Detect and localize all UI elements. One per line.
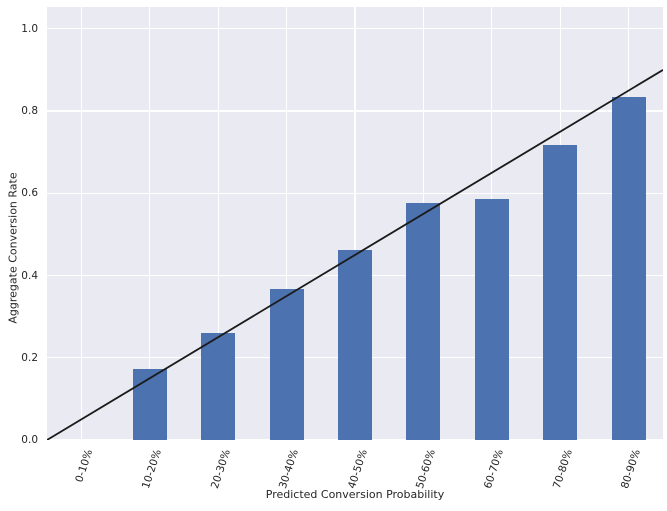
y-tick-label: 1.0 (21, 22, 38, 35)
x-tick-label: 30-40% (277, 448, 301, 491)
x-tick-label: 0-10% (73, 448, 96, 484)
plot-area (47, 7, 663, 440)
bar-20-30% (201, 333, 236, 440)
bar-80-90% (611, 97, 646, 440)
y-tick-label: 0.8 (21, 105, 38, 118)
y-tick-label: 0.2 (21, 351, 38, 364)
x-tick-label: 20-30% (208, 448, 233, 491)
x-tick-label: 80-90% (619, 448, 644, 491)
bar-70-80% (543, 145, 578, 440)
x-tick-label: 70-80% (550, 448, 575, 491)
bar-40-50% (338, 249, 372, 440)
bar-60-70% (474, 199, 509, 440)
x-tick-label: 60-70% (482, 448, 507, 491)
x-tick-label: 10-20% (140, 448, 165, 491)
gridline-vertical (80, 7, 82, 440)
bar-30-40% (269, 289, 304, 440)
x-axis-label: Predicted Conversion Probability (265, 488, 445, 501)
y-tick-label: 0.6 (21, 187, 38, 200)
y-tick-label: 0.0 (21, 434, 38, 446)
y-axis-label: Aggregate Conversion Rate (6, 172, 20, 324)
x-tick-label: 40-50% (345, 448, 370, 491)
bar-10-20% (132, 368, 167, 440)
bar-50-60% (406, 203, 441, 440)
x-tick-label: 50-60% (413, 448, 438, 491)
y-tick-label: 0.4 (21, 269, 38, 282)
